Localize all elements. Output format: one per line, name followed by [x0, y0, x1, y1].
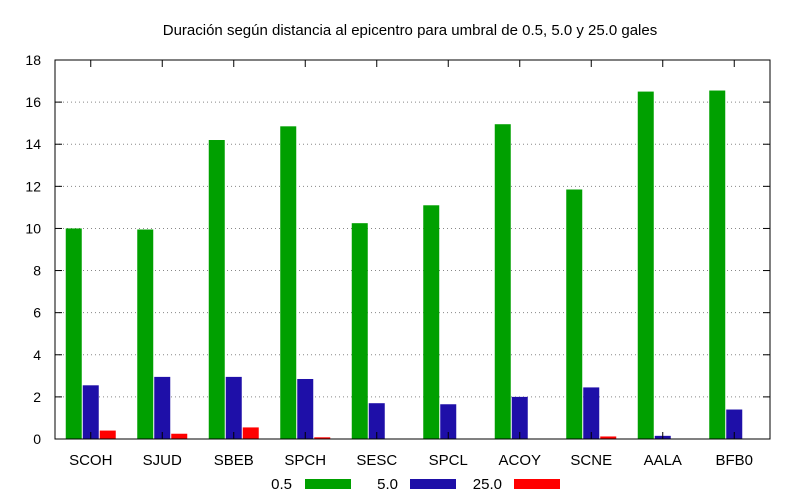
bar — [280, 126, 297, 439]
bar — [637, 91, 654, 439]
bar — [600, 436, 617, 439]
bar — [440, 404, 457, 439]
x-tick-label: SCOH — [69, 452, 112, 469]
bar — [171, 433, 188, 439]
bar — [314, 437, 331, 439]
x-tick-label: AALA — [644, 452, 682, 469]
y-tick-label: 2 — [33, 389, 41, 405]
y-tick-label: 12 — [25, 178, 41, 194]
x-tick-label: SJUD — [143, 452, 182, 469]
x-tick-label: SPCH — [284, 452, 326, 469]
legend-swatch — [305, 479, 351, 489]
bar — [242, 427, 259, 439]
x-tick-label: SPCL — [429, 452, 468, 469]
bar — [726, 409, 743, 439]
legend-swatch — [514, 479, 560, 489]
bar — [208, 140, 225, 439]
x-tick-label: SBEB — [214, 452, 254, 469]
bar — [351, 223, 368, 439]
plot-frame — [54, 59, 771, 440]
bar — [494, 124, 511, 439]
bar — [368, 403, 385, 439]
bar — [709, 90, 726, 440]
bar — [511, 396, 528, 439]
x-tick-label: SCNE — [570, 452, 612, 469]
x-axis: SCOH SJUD SBEB SPCH SESC SPCL ACOY SCNE AALA BFB0 — [69, 60, 753, 469]
y-tick-label: 14 — [25, 136, 41, 152]
x-tick-label: SESC — [356, 452, 397, 469]
bar — [65, 228, 82, 439]
bar — [566, 189, 583, 439]
bar — [82, 385, 99, 439]
y-tick-label: 8 — [33, 263, 41, 279]
y-axis: 0 2 4 6 8 10 12 14 16 18 — [25, 52, 770, 447]
legend-label: 0.5 — [271, 476, 292, 493]
legend-swatch — [410, 479, 456, 489]
bars — [65, 90, 743, 440]
x-tick-label: ACOY — [498, 452, 541, 469]
y-tick-label: 10 — [25, 220, 41, 236]
y-tick-label: 18 — [25, 52, 41, 68]
bar — [423, 205, 440, 439]
bar — [583, 387, 600, 439]
bar — [137, 229, 154, 439]
bar — [297, 378, 314, 439]
grid-lines — [55, 101, 770, 398]
y-tick-label: 16 — [25, 94, 41, 110]
bar — [225, 376, 242, 439]
y-tick-label: 6 — [33, 305, 41, 321]
x-tick-label: BFB0 — [715, 452, 753, 469]
legend-label: 5.0 — [377, 476, 398, 493]
y-tick-label: 4 — [33, 347, 41, 363]
legend: 0.5 5.0 25.0 — [271, 476, 560, 493]
chart-title: Duración según distancia al epicentro pa… — [163, 22, 657, 39]
y-tick-label: 0 — [33, 431, 41, 447]
bar — [154, 376, 171, 439]
bar — [99, 430, 116, 439]
legend-label: 25.0 — [473, 476, 502, 493]
